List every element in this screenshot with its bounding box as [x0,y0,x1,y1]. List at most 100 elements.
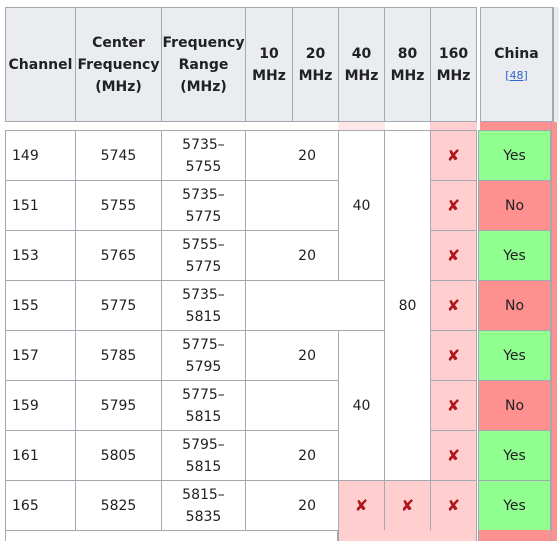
cell-china-status: Yes [478,230,551,281]
cell-20mhz: 20 [245,330,339,381]
header-range-line3: (MHz) [180,78,227,95]
cell-center-frequency: 5755 [75,180,162,231]
header-40mhz-num: 40 [351,45,372,62]
range-end: 5775 [185,258,222,275]
header-china-label: China [494,45,539,62]
header-20mhz-unit: MHz [298,67,333,84]
cell-80mhz-unavailable: ✘ [384,480,431,531]
cell-frequency-range: 5735– 5755 [161,130,246,181]
x-mark-icon: ✘ [446,296,461,315]
header-center-line3: (MHz) [95,78,142,95]
header-10mhz-num: 10 [259,45,279,62]
cell-channel: 157 [5,330,76,381]
range-end: 5775 [185,208,222,225]
cell-160mhz-unavailable: ✘ [430,480,477,531]
cell-160mhz-unavailable: ✘ [430,180,477,231]
x-mark-icon: ✘ [354,496,369,515]
cell-channel: 149 [5,130,76,181]
cell-china-status: Yes [478,130,551,181]
x-mark-icon: ✘ [400,496,415,515]
cell-20mhz: 20 [245,230,339,281]
x-mark-icon: ✘ [446,196,461,215]
cell-empty-narrow [245,380,339,431]
range-start: 5815– [182,486,225,503]
x-mark-icon: ✘ [446,396,461,415]
cell-center-frequency: 5775 [75,280,162,331]
cell-center-frequency: 5805 [75,430,162,481]
header-channel: Channel [5,7,76,122]
cell-channel: 159 [5,380,76,431]
cell-channel: 165 [5,480,76,531]
range-start: 5775– [182,386,225,403]
header-center-line2: Frequency [77,56,160,73]
header-160mhz-unit: MHz [436,67,471,84]
cell-china-status: No [478,180,551,231]
cell-frequency-range: 5735– 5815 [161,280,246,331]
range-start: 5735– [182,286,225,303]
cell-center-frequency: 5745 [75,130,162,181]
header-40mhz-unit: MHz [344,67,379,84]
header-range-line1: Frequency [162,34,245,51]
cell-china-status: No [478,280,551,331]
header-20mhz: 20 MHz [292,7,339,122]
cell-frequency-range: 5755– 5775 [161,230,246,281]
cell-channel: 155 [5,280,76,331]
cell-center-frequency: 5785 [75,330,162,381]
header-gap-40 [338,122,385,131]
x-mark-icon: ✘ [446,146,461,165]
cell-empty-narrow [245,280,385,331]
cell-160mhz-unavailable: ✘ [430,280,477,331]
cell-frequency-range: 5775– 5795 [161,330,246,381]
header-10mhz: 10 MHz [245,7,293,122]
cell-frequency-range: 5795– 5815 [161,430,246,481]
cell-center-frequency: 5795 [75,380,162,431]
header-20mhz-num: 20 [305,45,326,62]
cell-160mhz-unavailable: ✘ [430,430,477,481]
header-range-line2: Range [178,56,229,73]
china-reference-link[interactable]: [48] [505,68,528,82]
cell-40mhz-merged: 40 [338,130,385,281]
partial-row [5,530,338,541]
header-center-frequency: Center Frequency (MHz) [75,7,162,122]
range-start: 5775– [182,336,225,353]
range-end: 5815 [185,308,222,325]
header-10mhz-unit: MHz [252,67,286,84]
cell-channel: 151 [5,180,76,231]
x-mark-icon: ✘ [446,496,461,515]
range-start: 5735– [182,136,225,153]
header-80mhz: 80 MHz [384,7,431,122]
cell-40mhz-merged: 40 [338,330,385,481]
cell-china-status: Yes [478,330,551,381]
cell-frequency-range: 5735– 5775 [161,180,246,231]
range-end: 5815 [185,458,222,475]
range-end: 5755 [185,158,222,175]
cell-empty-narrow [245,180,339,231]
header-center-line1: Center [92,34,145,51]
cell-40mhz-unavailable: ✘ [338,480,385,531]
header-frequency-range: Frequency Range (MHz) [161,7,246,122]
cell-channel: 161 [5,430,76,481]
next-column-header-edge [553,7,559,122]
range-start: 5795– [182,436,225,453]
header-gap-china [480,122,553,131]
cell-frequency-range: 5775– 5815 [161,380,246,431]
range-end: 5815 [185,408,222,425]
header-channel-label: Channel [8,56,73,73]
header-80mhz-num: 80 [397,45,418,62]
cell-160mhz-unavailable: ✘ [430,130,477,181]
header-160mhz: 160 MHz [430,7,477,122]
cell-160mhz-unavailable: ✘ [430,230,477,281]
cell-channel: 153 [5,230,76,281]
header-160mhz-num: 160 [438,45,469,62]
cell-china-status: No [478,380,551,431]
cell-china-status: Yes [478,480,551,531]
x-mark-icon: ✘ [446,246,461,265]
cell-160mhz-unavailable: ✘ [430,380,477,431]
next-column-edge [551,122,557,541]
header-80mhz-unit: MHz [390,67,425,84]
cell-center-frequency: 5825 [75,480,162,531]
x-mark-icon: ✘ [446,346,461,365]
range-start: 5755– [182,236,225,253]
cell-center-frequency: 5765 [75,230,162,281]
header-40mhz: 40 MHz [338,7,385,122]
